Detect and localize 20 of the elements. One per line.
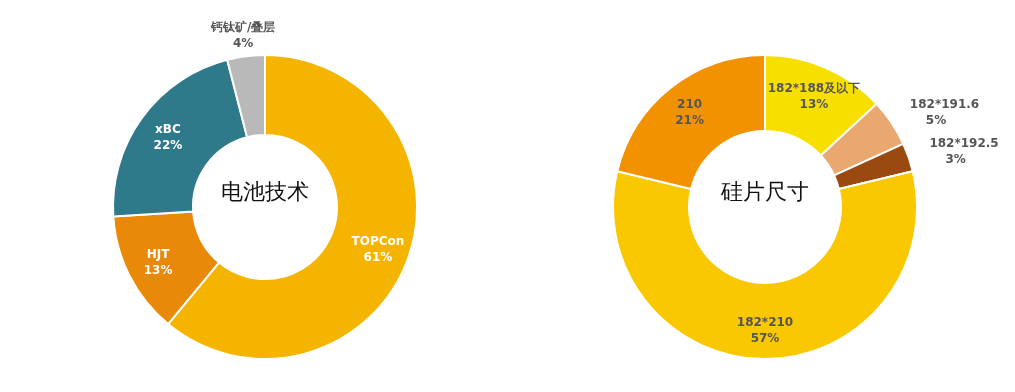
slice-label: TOPCon [351, 233, 405, 248]
data-label: 57% [750, 331, 780, 345]
data-label: 21% [675, 113, 704, 128]
slice-label: 182*192.5 [929, 136, 999, 151]
slice-label: 182*210 [736, 315, 794, 329]
text: 硅片尺寸 [720, 179, 809, 204]
data-label: 13% [143, 263, 173, 278]
text: 电池技术 [221, 179, 309, 204]
slice-label: 182*191.6 [909, 96, 980, 111]
data-label: 4% [233, 36, 254, 51]
slice-label: 钙钛矿/叠层 [210, 20, 276, 35]
data-label: 13% [799, 97, 829, 112]
data-label: 22% [153, 138, 183, 153]
data-label: 61% [363, 249, 393, 264]
data-label: 3% [945, 152, 966, 167]
slice-label: xBC [155, 122, 181, 137]
data-label: 5% [925, 112, 947, 127]
slice-label: HJT [146, 247, 171, 262]
slice-label: 182*188及以下 [767, 81, 861, 96]
slice-label: 210 [677, 97, 703, 112]
